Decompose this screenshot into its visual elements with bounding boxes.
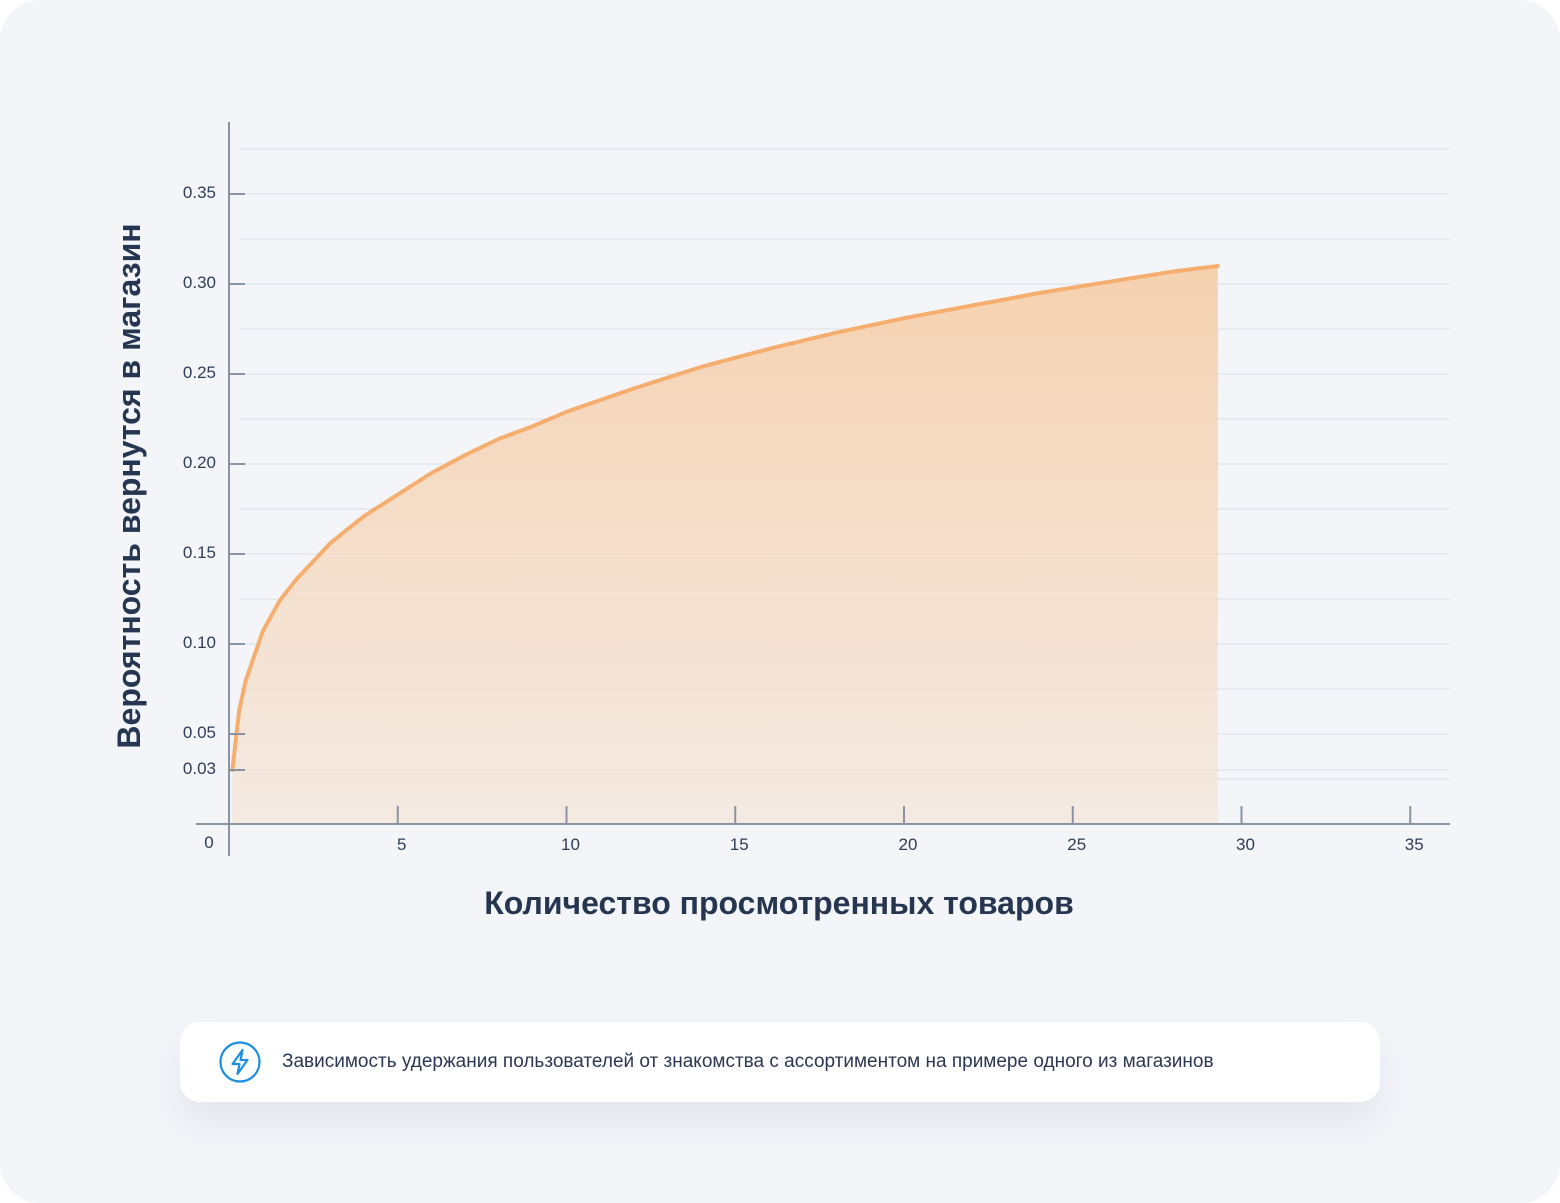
y-tick-label: 0.15 <box>183 543 216 562</box>
x-tick-label: 10 <box>561 835 580 854</box>
chart-caption: Зависимость удержания пользователей от з… <box>180 1022 1380 1102</box>
y-tick-label: 0.20 <box>183 453 216 472</box>
x-tick-label: 30 <box>1236 835 1255 854</box>
x-tick-label: 5 <box>397 835 406 854</box>
x-tick-label: 25 <box>1067 835 1086 854</box>
series-line <box>230 264 1220 772</box>
x-tick-label: 35 <box>1405 835 1424 854</box>
y-tick-label: 0.35 <box>183 183 216 202</box>
y-axis-title: Вероятность вернутся в магазин <box>111 223 147 748</box>
x-tick-label: 0 <box>204 833 213 852</box>
y-tick-label: 0.25 <box>183 363 216 382</box>
retention-chart: 0.03 0.05 0.10 0.15 0.20 0.25 0.30 0.35 0 5 10 15 20… <box>111 122 1450 921</box>
y-tick-label: 0.05 <box>183 723 216 742</box>
data-area <box>230 264 1220 824</box>
y-tick-label: 0.30 <box>183 273 216 292</box>
tick-labels: 0.03 0.05 0.10 0.15 0.20 0.25 0.30 0.35 0 5 10 15 20… <box>183 183 1424 854</box>
x-axis-title: Количество просмотренных товаров <box>484 885 1073 921</box>
y-tick-label: 0.10 <box>183 633 216 652</box>
axes <box>196 122 1450 856</box>
x-tick-label: 20 <box>899 835 918 854</box>
x-tick-label: 15 <box>730 835 749 854</box>
lightning-icon <box>218 1040 262 1084</box>
y-tick-label: 0.03 <box>183 759 216 778</box>
caption-text: Зависимость удержания пользователей от з… <box>282 1051 1214 1072</box>
area-fill <box>232 266 1218 824</box>
